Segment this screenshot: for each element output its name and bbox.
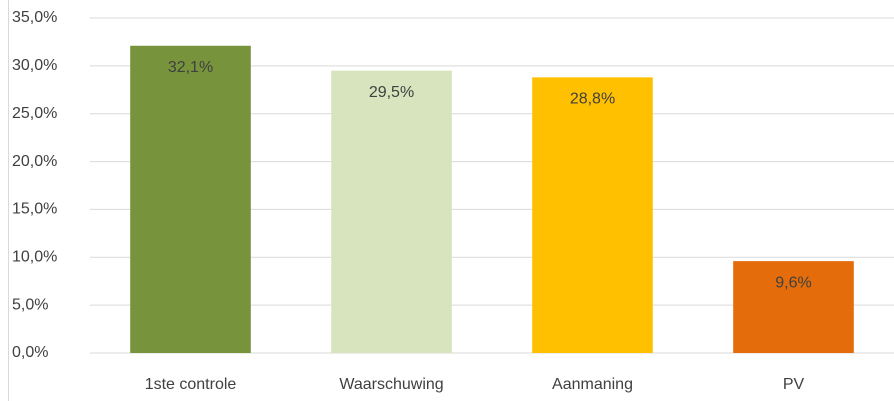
y-tick-label: 35,0%	[12, 9, 57, 26]
x-tick-label: 1ste controle	[145, 376, 237, 393]
value-label: 9,6%	[775, 274, 811, 291]
value-label: 29,5%	[369, 84, 414, 101]
bar	[331, 70, 452, 354]
bar	[532, 77, 653, 353]
y-tick-label: 30,0%	[12, 57, 57, 74]
y-tick-label: 0,0%	[12, 344, 48, 361]
value-label: 32,1%	[168, 59, 213, 76]
x-tick-label: PV	[783, 376, 805, 393]
y-tick-label: 20,0%	[12, 153, 57, 170]
y-tick-label: 15,0%	[12, 201, 57, 218]
bar	[733, 261, 854, 353]
y-tick-label: 25,0%	[12, 105, 57, 122]
bar	[130, 45, 251, 353]
y-tick-label: 5,0%	[12, 296, 48, 313]
x-tick-label: Waarschuwing	[339, 376, 443, 393]
value-label: 28,8%	[570, 91, 615, 108]
x-tick-label: Aanmaning	[552, 376, 633, 393]
y-tick-label: 10,0%	[12, 249, 57, 266]
